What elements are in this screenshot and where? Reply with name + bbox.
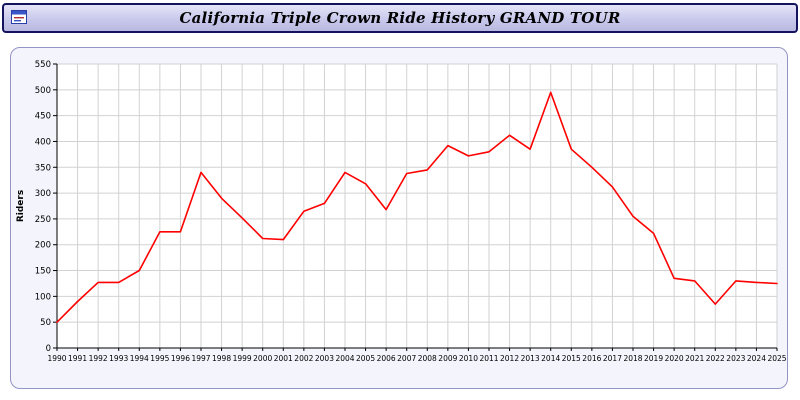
y-tick-label: 150 [35,267,51,277]
x-tick-label: 2007 [397,354,416,363]
x-tick-label: 2000 [253,354,272,363]
x-tick-label: 1999 [233,354,252,363]
x-tick-label: 2017 [603,354,622,363]
x-tick-label: 2018 [623,354,642,363]
page-title: California Triple Crown Ride History GRA… [179,9,621,27]
x-tick-label: 2009 [438,354,457,363]
y-tick-label: 500 [35,86,51,96]
y-tick-label: 0 [46,344,51,354]
x-tick-label: 2021 [685,354,704,363]
x-tick-label: 1992 [89,354,108,363]
x-tick-label: 2011 [479,354,498,363]
x-tick-label: 2019 [644,354,663,363]
x-tick-label: 2022 [706,354,725,363]
x-tick-label: 2001 [274,354,293,363]
x-tick-label: 2012 [500,354,519,363]
x-tick-label: 2024 [747,354,766,363]
x-tick-label: 1997 [191,354,210,363]
x-tick-label: 2005 [356,354,375,363]
x-tick-label: 2008 [418,354,437,363]
x-tick-label: 2023 [726,354,745,363]
y-tick-label: 100 [35,292,51,302]
x-tick-label: 2010 [459,354,478,363]
x-tick-label: 2003 [315,354,334,363]
series-line-riders [56,91,778,324]
x-tick-label: 1998 [212,354,231,363]
y-tick-label: 50 [40,318,51,328]
x-tick-label: 1994 [130,354,149,363]
y-tick-label: 200 [35,241,51,251]
x-tick-label: 2002 [294,354,313,363]
x-tick-label: 2004 [335,354,354,363]
x-tick-label: 2025 [767,354,786,363]
y-tick-label: 350 [35,163,51,173]
y-tick-label: 300 [35,189,51,199]
chart-panel: 0 50 100 150 200 250 300 350 400 450 500 550 1990 199… [10,47,788,389]
x-tick-label: 1996 [171,354,190,363]
x-tick-label: 2020 [665,354,684,363]
x-tick-label: 2013 [521,354,540,363]
x-tick-label: 2015 [562,354,581,363]
x-tick-label: 2014 [541,354,560,363]
x-tick-label: 2016 [582,354,601,363]
y-axis-label: Riders [16,190,26,222]
y-tick-label: 250 [35,215,51,225]
x-tick-label: 1990 [47,354,66,363]
y-tick-label: 450 [35,112,51,122]
y-tick-label: 400 [35,137,51,147]
x-tick-label: 1991 [68,354,87,363]
x-tick-label: 1995 [150,354,169,363]
window-icon [11,10,27,24]
x-tick-label: 2006 [377,354,396,363]
title-bar: California Triple Crown Ride History GRA… [2,3,798,33]
x-tick-label: 1993 [109,354,128,363]
y-tick-label: 550 [35,60,51,70]
